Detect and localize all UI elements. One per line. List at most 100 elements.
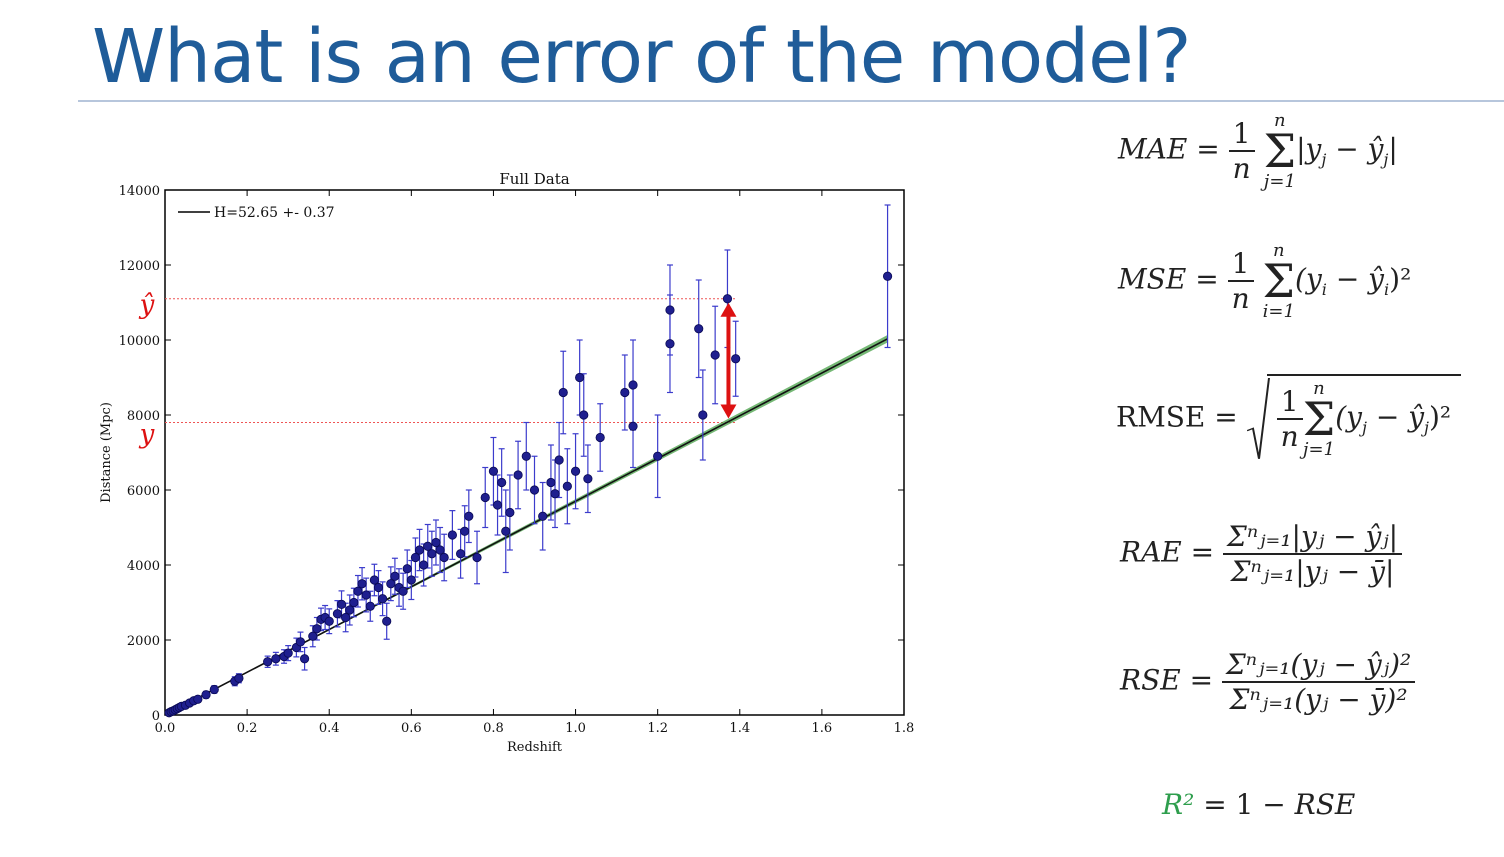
data-point xyxy=(529,485,540,495)
data-point xyxy=(550,489,560,499)
data-point xyxy=(538,511,548,521)
data-point xyxy=(414,545,425,555)
data-point xyxy=(209,684,219,695)
x-tick-label: 1.0 xyxy=(565,721,586,736)
rse-denominator: Σⁿⱼ₌₁(yⱼ − ȳ)² xyxy=(1229,683,1408,716)
x-tick-label: 1.4 xyxy=(729,721,750,736)
data-point xyxy=(513,470,523,480)
mae-end: | xyxy=(1388,132,1398,166)
data-point xyxy=(521,451,531,461)
data-point xyxy=(308,631,318,641)
y-tick-label: 6000 xyxy=(127,484,160,499)
sqrt-icon xyxy=(1246,378,1270,459)
chart-title: Full Data xyxy=(499,170,569,188)
data-point xyxy=(349,597,359,608)
mse-sub2: i xyxy=(1384,280,1390,300)
data-point xyxy=(312,624,322,634)
data-point xyxy=(419,560,429,570)
data-point xyxy=(406,575,416,585)
x-tick-label: 0.2 xyxy=(237,721,258,736)
data-point xyxy=(398,586,408,596)
data-point xyxy=(431,537,441,548)
y-hat-label: ŷ xyxy=(139,290,155,320)
x-tick-label: 0.4 xyxy=(319,721,340,736)
data-point xyxy=(628,380,638,390)
data-point xyxy=(341,612,351,623)
data-point xyxy=(497,477,507,488)
data-point xyxy=(377,594,388,604)
mae-sub2: j xyxy=(1383,150,1389,170)
mae-sum-top: n xyxy=(1274,110,1286,131)
x-tick-label: 0.0 xyxy=(155,721,176,736)
mse-sub1: i xyxy=(1321,280,1327,300)
data-point xyxy=(410,552,421,563)
data-point xyxy=(546,477,556,488)
data-point xyxy=(283,648,293,658)
y-label: y xyxy=(139,420,155,450)
rae-numerator: Σⁿⱼ₌₁|yⱼ − ŷⱼ| xyxy=(1223,520,1403,555)
data-point xyxy=(373,582,384,593)
rse-lhs: RSE xyxy=(1120,663,1181,697)
data-point xyxy=(295,637,306,647)
rmse-sum-bottom: j=1 xyxy=(1302,439,1336,460)
mae-sum-bottom: j=1 xyxy=(1263,171,1296,192)
data-point xyxy=(332,609,343,619)
slide-title: What is an error of the model? xyxy=(92,14,1192,100)
y-tick-label: 10000 xyxy=(119,334,160,349)
data-point xyxy=(698,410,708,420)
data-point xyxy=(694,324,704,334)
rae-denominator: Σⁿⱼ₌₁|yⱼ − ȳ| xyxy=(1230,555,1395,588)
rae-fraction: Σⁿⱼ₌₁|yⱼ − ŷⱼ| Σⁿⱼ₌₁|yⱼ − ȳ| xyxy=(1223,520,1403,588)
data-point xyxy=(628,421,638,431)
rae-lhs: RAE xyxy=(1120,535,1182,569)
data-point xyxy=(455,549,466,559)
data-point xyxy=(263,657,273,667)
data-point xyxy=(357,579,367,589)
mse-frac-den: n xyxy=(1231,282,1250,315)
data-point xyxy=(336,599,347,609)
scatter-chart: 0.0 0.2 0.4 0.6 0.8 1.0 1.2 1.4 1.6 1.8 0 2000 4000 6… xyxy=(99,170,914,755)
x-tick-label: 0.6 xyxy=(401,721,422,736)
data-point xyxy=(595,432,605,443)
mse-lhs: MSE xyxy=(1118,262,1187,296)
data-point xyxy=(382,616,392,626)
y-tick-label: 4000 xyxy=(127,559,160,574)
y-tick-label: 14000 xyxy=(119,184,160,199)
data-point xyxy=(447,530,457,540)
data-point xyxy=(731,354,741,364)
mse-frac-num: 1 xyxy=(1227,247,1254,282)
data-point xyxy=(558,387,568,398)
data-point xyxy=(201,690,211,700)
data-point xyxy=(575,372,585,383)
x-tick-label: 1.2 xyxy=(647,721,668,736)
rae-formula: RAE = Σⁿⱼ₌₁|yⱼ − ŷⱼ| Σⁿⱼ₌₁|yⱼ − ȳ| xyxy=(1120,520,1403,588)
data-point xyxy=(583,474,593,484)
plot-frame xyxy=(164,189,905,716)
data-point xyxy=(324,616,334,626)
data-point xyxy=(562,481,572,491)
data-point xyxy=(460,526,470,536)
title-divider xyxy=(78,100,1504,102)
data-point xyxy=(480,492,490,503)
data-point xyxy=(653,451,663,461)
r2-tail: RSE xyxy=(1294,788,1356,821)
rmse-sub1: j xyxy=(1361,418,1367,438)
data-point xyxy=(365,601,375,611)
data-point xyxy=(193,694,203,704)
mae-sub1: j xyxy=(1321,150,1327,170)
data-point xyxy=(570,466,581,476)
data-point xyxy=(710,350,720,360)
data-point xyxy=(501,526,511,536)
r2-rhs: = 1 − xyxy=(1203,788,1295,821)
data-point xyxy=(554,455,564,465)
y-tick-label: 8000 xyxy=(127,409,160,424)
data-point xyxy=(353,586,363,596)
data-point xyxy=(386,579,396,589)
